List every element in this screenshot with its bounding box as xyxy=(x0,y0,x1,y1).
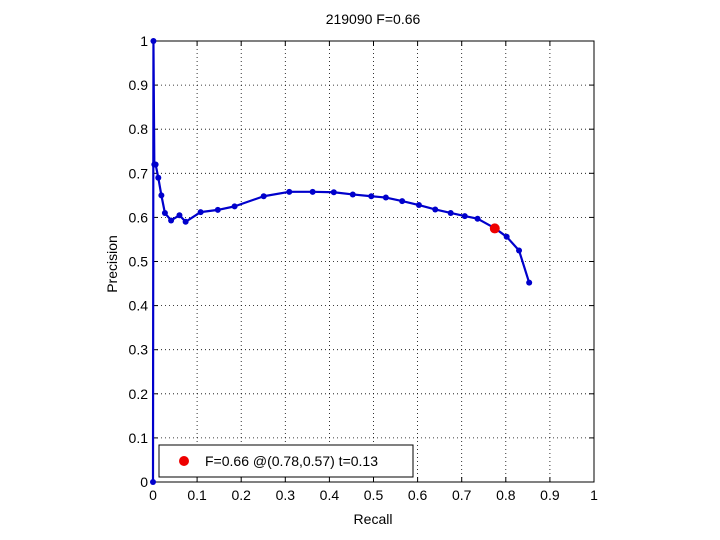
pr-curve-point xyxy=(309,188,316,195)
x-tick-label: 0.8 xyxy=(496,487,516,503)
best-f-point xyxy=(489,223,500,234)
pr-curve-point xyxy=(150,479,156,485)
legend-label: F=0.66 @(0.78,0.57) t=0.13 xyxy=(205,453,378,469)
pr-curve-point xyxy=(330,189,337,196)
y-axis-label: Precision xyxy=(104,235,120,293)
pr-curve-point xyxy=(260,193,267,200)
x-tick-label: 0 xyxy=(149,487,157,503)
plot-area xyxy=(150,38,595,485)
pr-curve-point xyxy=(447,209,454,216)
y-tick-label: 1 xyxy=(140,33,148,49)
pr-curve-point xyxy=(286,188,293,195)
y-tick-label: 0 xyxy=(140,474,148,490)
grid-lines xyxy=(153,41,594,482)
y-tick-labels: 0 0.1 0.2 0.3 0.4 0.5 0.6 0.7 0.8 0.9 1 xyxy=(129,33,149,490)
pr-curve-point xyxy=(349,191,356,198)
pr-curve-point xyxy=(461,213,468,220)
pr-curve-point xyxy=(214,206,221,213)
legend: F=0.66 @(0.78,0.57) t=0.13 xyxy=(158,444,414,478)
x-tick-label: 0.3 xyxy=(276,487,296,503)
x-tick-label: 0.6 xyxy=(408,487,428,503)
x-tick-label: 0.1 xyxy=(187,487,207,503)
pr-curve-point xyxy=(231,203,238,210)
pr-curve-point xyxy=(382,194,389,201)
y-tick-label: 0.7 xyxy=(129,165,149,181)
pr-curve-point xyxy=(516,247,523,254)
pr-curve-point xyxy=(432,206,439,213)
pr-curve-point xyxy=(368,193,375,200)
x-tick-label: 0.4 xyxy=(320,487,340,503)
pr-curve-point xyxy=(150,38,157,44)
y-tick-label: 0.4 xyxy=(129,298,149,314)
pr-curve-point xyxy=(474,215,481,222)
x-tick-label: 0.9 xyxy=(540,487,560,503)
pr-curve-point xyxy=(415,202,422,209)
chart-title: 219090 F=0.66 xyxy=(326,11,421,27)
y-tick-label: 0.9 xyxy=(129,77,149,93)
y-tick-label: 0.3 xyxy=(129,342,149,358)
x-tick-label: 0.5 xyxy=(364,487,384,503)
pr-curve-point xyxy=(526,279,533,286)
pr-curve-point xyxy=(161,209,168,216)
pr-curve-point xyxy=(182,218,189,225)
x-tick-label: 0.2 xyxy=(231,487,251,503)
y-tick-label: 0.5 xyxy=(129,254,149,270)
pr-curve-point xyxy=(155,174,162,181)
pr-curve-point xyxy=(168,217,175,224)
y-tick-label: 0.1 xyxy=(129,430,149,446)
legend-box xyxy=(158,444,414,478)
x-tick-label: 0.7 xyxy=(452,487,472,503)
pr-curve-point xyxy=(399,198,406,205)
y-tick-label: 0.8 xyxy=(129,121,149,137)
x-tick-label: 1 xyxy=(590,487,598,503)
y-tick-label: 0.2 xyxy=(129,386,149,402)
pr-curve-point xyxy=(152,161,159,168)
pr-curve-point xyxy=(158,192,165,199)
y-tick-label: 0.6 xyxy=(129,209,149,225)
x-tick-labels: 0 0.1 0.2 0.3 0.4 0.5 0.6 0.7 0.8 0.9 1 xyxy=(149,487,598,503)
best-point-layer xyxy=(489,223,500,234)
pr-curve-point xyxy=(176,212,183,219)
x-axis-label: Recall xyxy=(354,511,393,527)
pr-curve-point xyxy=(503,233,510,240)
legend-marker xyxy=(179,456,189,466)
pr-curve-point xyxy=(197,209,204,216)
